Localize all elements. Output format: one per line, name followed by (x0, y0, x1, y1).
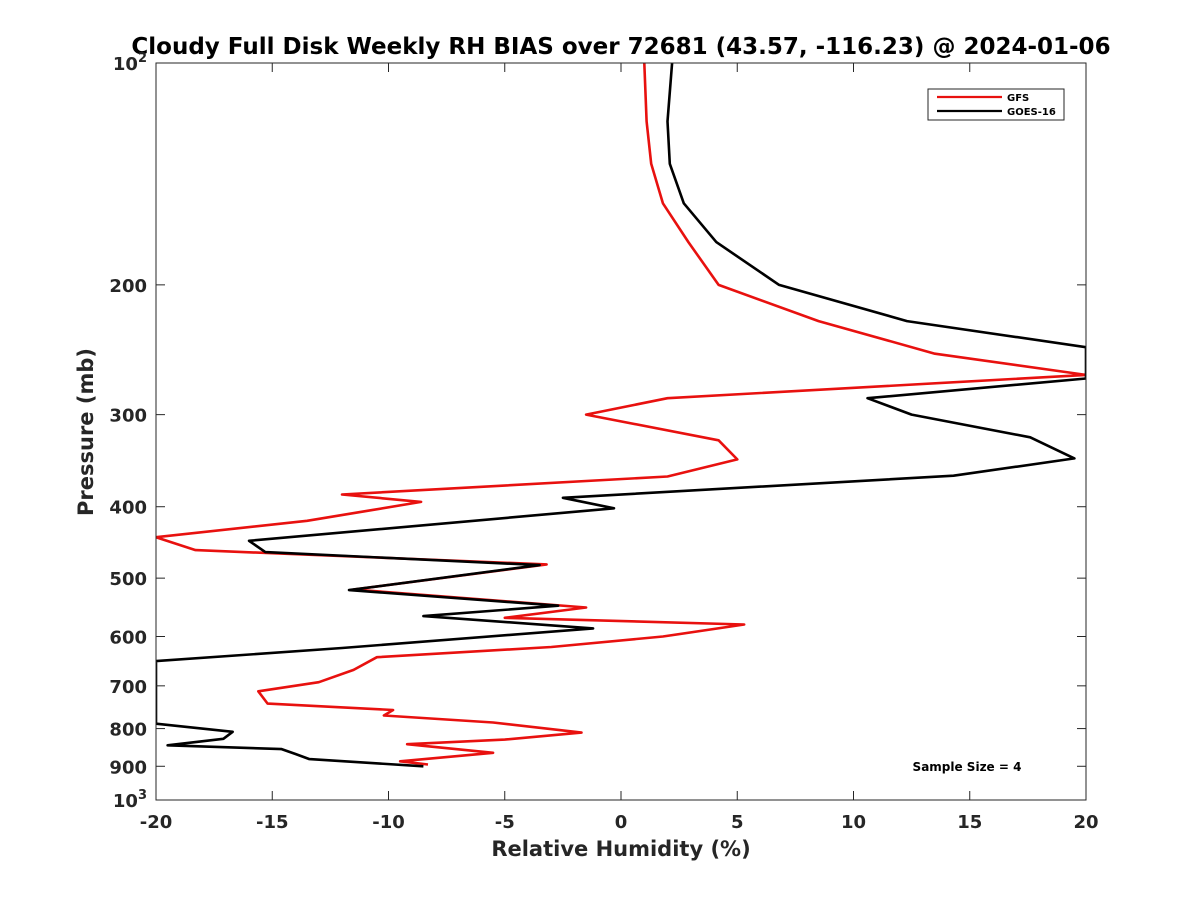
y-tick-label: 600 (109, 627, 147, 648)
x-axis: -20 -15 -10 -5 0 5 10 15 20 (140, 63, 1099, 833)
x-tick-label: 10 (841, 812, 866, 833)
series-line-goes16 (156, 63, 1086, 768)
legend-label-goes16: GOES-16 (1007, 107, 1056, 118)
x-axis-label: Relative Humidity (%) (491, 837, 750, 861)
x-tick-label: 0 (615, 812, 628, 833)
x-tick-label: 20 (1073, 812, 1098, 833)
chart-title: Cloudy Full Disk Weekly RH BIAS over 726… (131, 34, 1110, 60)
y-tick-label: 102 (113, 51, 147, 75)
x-tick-label: 5 (731, 812, 744, 833)
y-axis: 102 200 300 400 500 600 700 800 900 103 (109, 51, 1086, 812)
y-tick-label: 300 (109, 406, 147, 427)
sample-size-annotation: Sample Size = 4 (913, 760, 1022, 774)
x-tick-label: -20 (140, 812, 173, 833)
y-axis-label: Pressure (mb) (74, 348, 98, 516)
x-tick-label: -10 (372, 812, 405, 833)
x-tick-label: 15 (957, 812, 982, 833)
x-tick-label: -5 (495, 812, 515, 833)
x-tick-label: -15 (256, 812, 289, 833)
legend: GFS GOES-16 (927, 88, 1065, 121)
y-tick-label: 700 (109, 677, 147, 698)
y-tick-label: 800 (109, 720, 147, 741)
legend-label-gfs: GFS (1007, 93, 1029, 104)
y-tick-label: 200 (109, 276, 147, 297)
y-tick-label: 400 (109, 498, 147, 519)
series-layer (156, 63, 1086, 768)
y-tick-label: 103 (113, 788, 147, 812)
y-tick-label: 900 (109, 757, 147, 778)
y-tick-label: 500 (109, 569, 147, 590)
legend-box (927, 88, 1065, 121)
